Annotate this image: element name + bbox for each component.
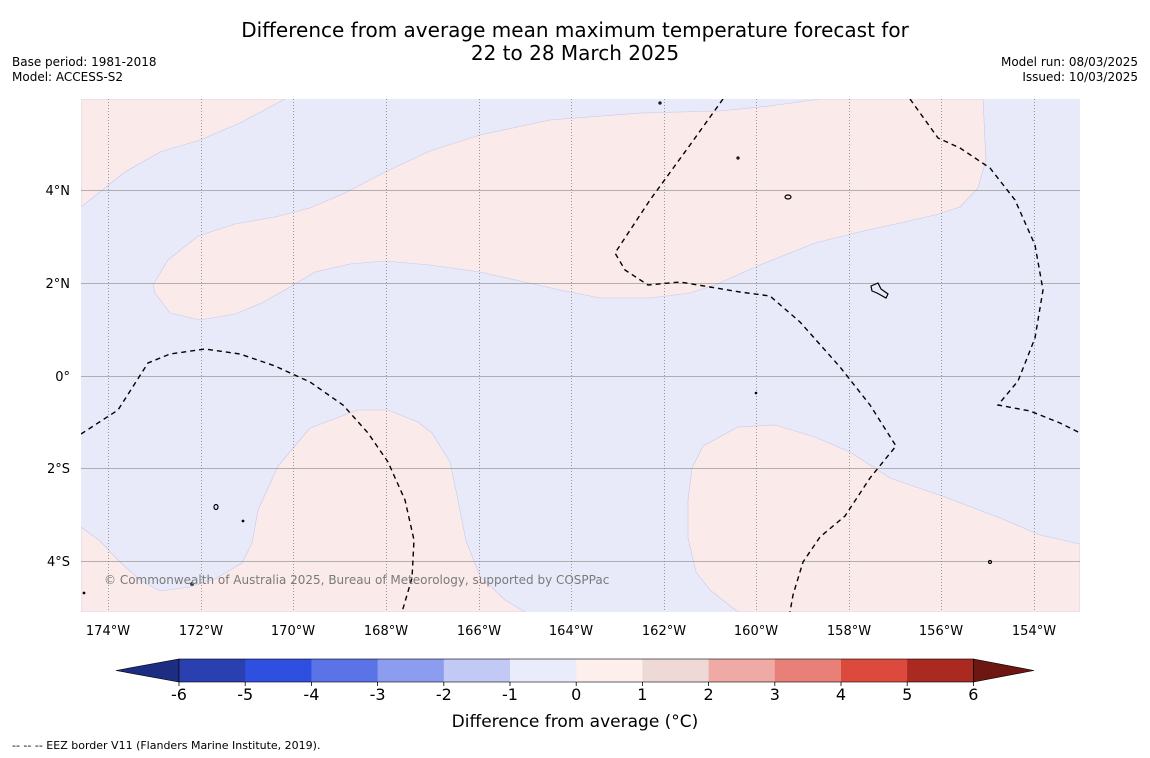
meta-left: Base period: 1981-2018 Model: ACCESS-S2	[12, 55, 157, 85]
lat-label: 4°N	[46, 184, 71, 199]
lat-label: 4°S	[47, 555, 70, 570]
copyright-notice: © Commonwealth of Australia 2025, Bureau…	[104, 573, 609, 587]
base-period: Base period: 1981-2018	[12, 55, 157, 69]
title-line-1: Difference from average mean maximum tem…	[241, 18, 909, 42]
colorbar-tick-labels: -6 -5 -4 -3 -2 -1 0 1 2 3 4 5 6	[171, 682, 978, 704]
colorbar-tick-label: -4	[303, 685, 319, 704]
latitude-gridlines	[81, 190, 1080, 562]
lon-label: 154°W	[1012, 624, 1056, 639]
colorbar-segment	[377, 659, 445, 682]
colorbar-segment	[245, 659, 312, 682]
island-enderbury	[241, 519, 245, 523]
island-kingman	[658, 101, 662, 105]
colorbar-tick-label: -6	[171, 685, 187, 704]
island-tabuaeran	[784, 194, 792, 200]
colorbar-segment	[311, 659, 379, 682]
colorbar-tick-label: -1	[502, 685, 518, 704]
island-malden-area	[987, 559, 993, 565]
colorbar-segment	[774, 659, 842, 682]
eez-border-east	[909, 99, 1080, 434]
lon-label: 158°W	[827, 624, 871, 639]
colorbar-segment	[510, 659, 577, 682]
title-line-2: 22 to 28 March 2025	[470, 41, 680, 65]
colorbar-tick-label: 6	[968, 685, 978, 704]
eez-border-phoenix-west	[81, 348, 415, 612]
map-title: Difference from average mean maximum tem…	[0, 19, 1150, 65]
lat-label: 2°N	[46, 277, 71, 292]
lon-label: 172°W	[179, 624, 223, 639]
longitude-labels: 174°W 172°W 170°W 168°W 166°W 164°W 162°…	[86, 624, 1056, 639]
anomaly-region-north-west	[81, 99, 286, 208]
latitude-labels: 4°N 2°N 0° 2°S 4°S	[46, 184, 71, 570]
colorbar-segment	[708, 659, 776, 682]
lon-label: 160°W	[734, 624, 778, 639]
anomaly-region-north-band	[152, 99, 987, 321]
eez-legend-note: -- -- -- EEZ border V11 (Flanders Marine…	[12, 739, 321, 752]
colorbar-extend-high	[973, 658, 1035, 683]
colorbar-tick-label: -2	[436, 685, 452, 704]
colorbar-tick-label: 5	[902, 685, 912, 704]
lon-label: 166°W	[457, 624, 501, 639]
lon-label: 164°W	[549, 624, 593, 639]
colorbar-tick-label: 4	[836, 685, 846, 704]
issued-date: Issued: 10/03/2025	[1022, 70, 1138, 84]
colorbar-segment	[179, 659, 246, 682]
colorbar-segment	[841, 659, 908, 682]
island-kanton	[213, 503, 219, 511]
colorbar-tick-label: 2	[704, 685, 714, 704]
colorbar-tick-label: 1	[637, 685, 647, 704]
lat-label: 2°S	[47, 462, 70, 477]
lon-label: 168°W	[364, 624, 408, 639]
colorbar-title: Difference from average (°C)	[452, 712, 699, 732]
lon-label: 156°W	[919, 624, 963, 639]
model-run: Model run: 08/03/2025	[1000, 55, 1138, 69]
island-kiritimati	[870, 282, 889, 299]
island-teraina	[736, 156, 740, 160]
model-name: Model: ACCESS-S2	[12, 70, 124, 84]
lon-label: 174°W	[86, 624, 130, 639]
eez-borders	[81, 99, 1080, 612]
anomaly-region-south-east	[687, 424, 1080, 612]
colorbar-tick-label: 3	[770, 685, 780, 704]
lon-label: 162°W	[642, 624, 686, 639]
meta-right: Model run: 08/03/2025 Issued: 10/03/2025	[1001, 55, 1138, 85]
colorbar	[115, 658, 1035, 683]
colorbar-segment	[907, 659, 974, 682]
map-area: © Commonwealth of Australia 2025, Bureau…	[81, 99, 1080, 612]
island-phoenix-south	[190, 582, 194, 586]
eez-border-kiribati-line-islands	[614, 99, 897, 612]
colorbar-extend-low	[115, 658, 180, 683]
colorbar-segment	[642, 659, 710, 682]
colorbar-tick-label: -5	[237, 685, 253, 704]
colorbar-tick-label: -3	[370, 685, 386, 704]
lon-label: 170°W	[271, 624, 315, 639]
island-southwest	[82, 591, 86, 595]
islands	[82, 101, 993, 595]
lat-label: 0°	[55, 370, 70, 385]
colorbar-tick-label: 0	[571, 685, 581, 704]
colorbar-segment	[443, 659, 511, 682]
island-jarvis	[754, 391, 758, 395]
colorbar-segment	[576, 659, 643, 682]
